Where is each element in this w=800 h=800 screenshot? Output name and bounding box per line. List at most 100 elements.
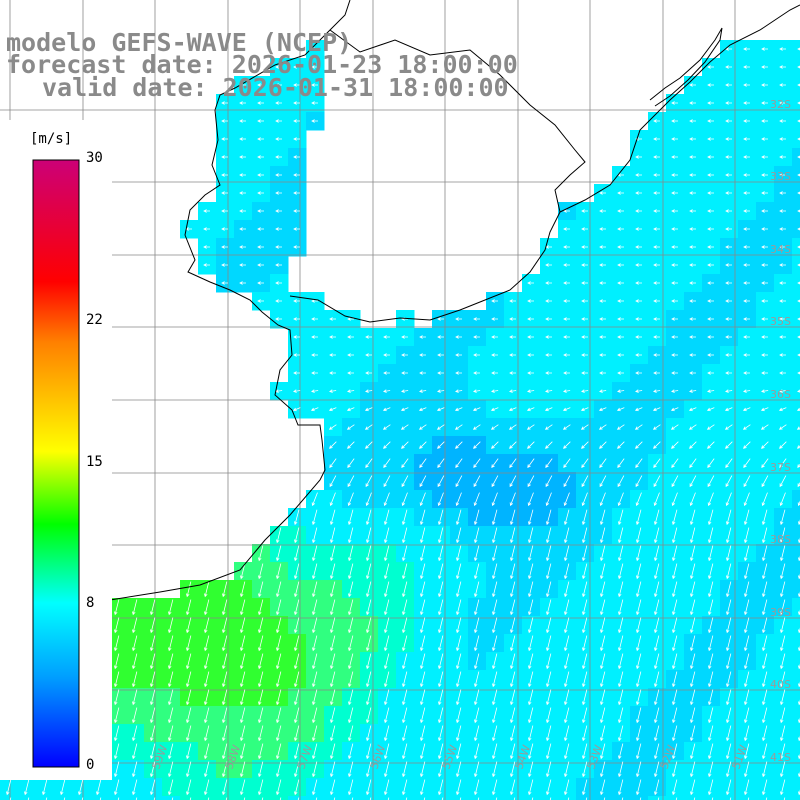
- wind-arrow: [581, 353, 588, 357]
- wind-arrow: [330, 635, 336, 652]
- wind-arrow: [636, 761, 642, 778]
- wind-arrow: [724, 407, 733, 412]
- wind-arrow: [744, 635, 750, 652]
- wind-arrow: [240, 779, 246, 796]
- field-cell: [648, 796, 667, 800]
- wind-arrow: [276, 653, 282, 670]
- wind-arrow: [437, 441, 445, 449]
- wind-arrow: [492, 779, 498, 796]
- wind-arrow: [366, 581, 372, 598]
- wind-arrow: [617, 335, 624, 339]
- wind-arrow: [492, 617, 498, 634]
- field-cell: [774, 796, 793, 800]
- wind-arrow: [456, 563, 462, 580]
- wind-arrow: [726, 761, 732, 778]
- wind-arrow: [366, 725, 372, 742]
- wind-arrow: [437, 389, 445, 393]
- wind-arrow: [348, 761, 354, 778]
- wind-arrow: [598, 407, 607, 412]
- wind-arrow: [492, 707, 498, 724]
- wind-arrow: [564, 563, 570, 580]
- wind-arrow: [419, 371, 426, 375]
- wind-arrow: [743, 245, 750, 249]
- wind-arrow: [474, 563, 480, 580]
- wind-arrow: [402, 527, 408, 544]
- wind-arrow: [239, 119, 246, 123]
- wind-arrow: [510, 635, 516, 652]
- wind-arrow: [564, 545, 570, 562]
- field-cell: [162, 796, 181, 800]
- wind-arrow: [726, 743, 732, 760]
- wind-arrow: [617, 263, 624, 267]
- wind-arrow: [581, 335, 588, 339]
- wind-arrow: [222, 617, 228, 634]
- wind-arrow: [671, 119, 678, 123]
- wind-arrow: [564, 689, 570, 706]
- wind-arrow: [402, 545, 408, 562]
- wind-arrow: [168, 653, 174, 670]
- wind-arrow: [725, 317, 732, 321]
- wind-arrow: [509, 299, 516, 303]
- wind-arrow: [329, 317, 336, 321]
- wind-arrow: [599, 371, 606, 375]
- wind-arrow: [581, 281, 588, 285]
- wind-arrow: [672, 779, 678, 796]
- wind-arrow: [546, 725, 552, 742]
- wind-arrow: [635, 209, 642, 213]
- wind-arrow: [329, 335, 336, 339]
- wind-arrow: [689, 173, 696, 177]
- wind-arrow: [491, 458, 499, 469]
- field-cell: [792, 526, 800, 545]
- wind-arrow: [617, 317, 624, 321]
- wind-arrow: [257, 173, 264, 177]
- wind-arrow: [96, 779, 102, 796]
- wind-arrow: [563, 209, 570, 213]
- wind-arrow: [708, 779, 714, 796]
- wind-arrow: [744, 689, 750, 706]
- wind-arrow: [168, 779, 174, 796]
- wind-arrow: [743, 441, 751, 449]
- wind-arrow: [762, 743, 768, 760]
- lat-label: 32S: [770, 98, 791, 111]
- wind-arrow: [653, 441, 661, 449]
- wind-arrow: [293, 227, 300, 231]
- wind-arrow: [672, 707, 678, 724]
- wind-arrow: [546, 617, 552, 634]
- wind-arrow: [239, 155, 246, 159]
- wind-arrow: [293, 119, 300, 123]
- wind-arrow: [671, 441, 679, 449]
- wind-arrow: [203, 263, 210, 267]
- wind-arrow: [348, 617, 354, 634]
- field-cell: [630, 796, 649, 800]
- wind-arrow: [420, 689, 426, 706]
- wind-arrow: [545, 509, 552, 526]
- wind-arrow: [690, 581, 696, 598]
- wind-arrow: [599, 245, 606, 249]
- wind-arrow: [672, 599, 678, 616]
- wind-arrow: [707, 389, 715, 393]
- wind-arrow: [257, 119, 264, 123]
- wind-arrow: [744, 527, 750, 544]
- wind-arrow: [743, 263, 750, 267]
- wind-arrow: [365, 335, 372, 339]
- wind-arrow: [654, 671, 660, 688]
- wind-arrow: [490, 407, 499, 412]
- wind-arrow: [707, 299, 714, 303]
- field-cell: [792, 274, 800, 293]
- wind-arrow: [455, 389, 463, 393]
- wind-arrow: [654, 617, 660, 634]
- wind-arrow: [312, 635, 318, 652]
- wind-arrow: [293, 173, 300, 177]
- wind-arrow: [635, 191, 642, 195]
- wind-arrow: [779, 245, 786, 249]
- wind-arrow: [402, 599, 408, 616]
- field-cell: [342, 796, 361, 800]
- wind-arrow: [221, 137, 228, 141]
- wind-arrow: [527, 371, 534, 375]
- wind-arrow: [346, 424, 355, 430]
- wind-arrow: [599, 492, 606, 507]
- wind-arrow: [420, 761, 426, 778]
- colorbar-tick-22: 22: [86, 311, 103, 328]
- field-cell: [792, 418, 800, 437]
- wind-arrow: [364, 407, 373, 412]
